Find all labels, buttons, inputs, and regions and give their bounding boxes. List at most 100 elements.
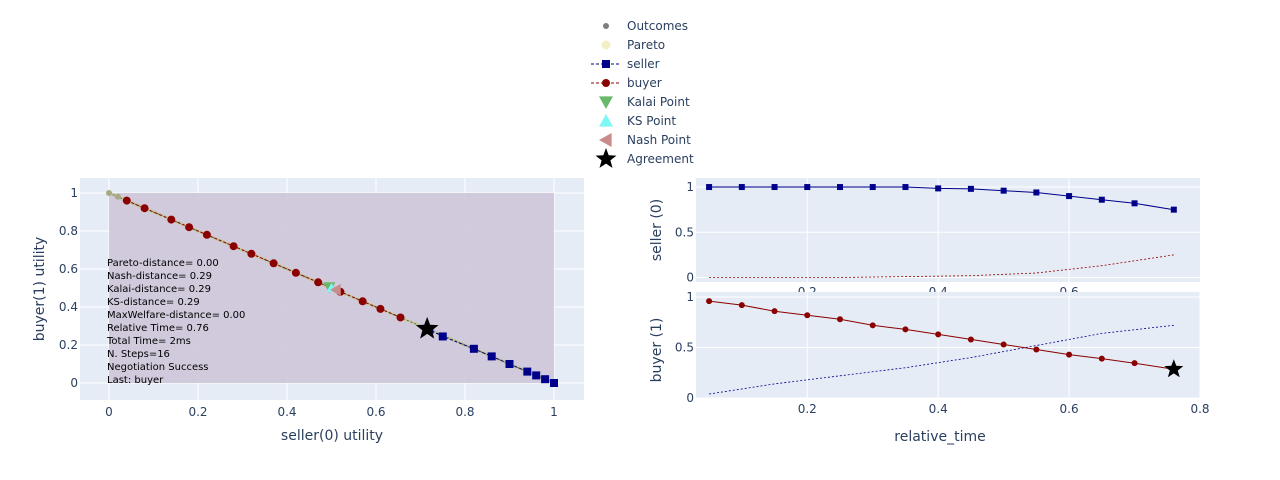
- stat-annotation: Total Time= 2ms: [106, 336, 191, 347]
- outcome-point: [114, 193, 121, 200]
- legend-buyer-label: buyer: [627, 76, 662, 90]
- y-tick-label: 1: [686, 180, 694, 194]
- buyer-offer-point: [202, 230, 211, 239]
- legend-agreement-marker: [595, 148, 617, 168]
- x-axis-title: seller(0) utility: [281, 428, 383, 444]
- buyer-offer-point: [1000, 341, 1007, 348]
- seller-offer-point: [1066, 193, 1073, 200]
- seller-offer-point: [935, 185, 942, 192]
- legend-seller-label: seller: [627, 57, 660, 71]
- buyer-offer-point: [376, 304, 385, 313]
- buyer-offer-point: [1066, 351, 1073, 358]
- seller-offer-point: [1170, 206, 1177, 213]
- legend-kalai-point-marker: [599, 96, 613, 109]
- x-tick-label: 0.2: [188, 405, 207, 419]
- seller-offer-point: [771, 184, 778, 191]
- legend-agreement-label: Agreement: [627, 152, 694, 166]
- buyer-offer-point: [122, 196, 131, 205]
- y-tick-label: 0.5: [675, 341, 694, 355]
- stat-annotation: Relative Time= 0.76: [107, 323, 209, 334]
- nash-point: [329, 283, 341, 296]
- legend-outcomes-marker: [603, 23, 609, 29]
- buyer-offer-point: [185, 223, 194, 232]
- buyer-offer-point: [140, 204, 149, 213]
- y-axis-title: seller (0): [649, 199, 665, 261]
- y-tick-label: 0.6: [59, 262, 78, 276]
- x-tick-label: 0.4: [929, 402, 948, 416]
- seller-offer-point: [438, 332, 447, 341]
- seller-offer-point: [804, 184, 811, 191]
- x-tick-label: 0.4: [277, 405, 296, 419]
- y-tick-label: 0.4: [59, 300, 78, 314]
- y-tick-label: 1: [70, 186, 78, 200]
- seller-offer-point: [469, 344, 478, 353]
- stat-annotation: Negotiation Success: [107, 362, 209, 373]
- seller-offer-point: [837, 184, 843, 191]
- utility-scatter-plot: 0 0.2 0.4 0.6 0.8 1 0 0.2 0.4 0.6 0.8 1 Pareto-dista…: [32, 178, 584, 444]
- stat-annotation: Nash-distance= 0.29: [107, 271, 212, 282]
- legend-ks-point-marker: [599, 114, 613, 127]
- buyer-offer-point: [771, 308, 778, 315]
- legend-nash-point-marker: [599, 133, 612, 147]
- buyer-offer-point: [247, 249, 256, 258]
- x-tick-label: 0: [105, 405, 113, 419]
- legend-buyer: buyer: [591, 76, 662, 90]
- buyer-offer-point: [358, 297, 367, 306]
- legend-ks-point: KS Point: [599, 114, 676, 128]
- legend-kalai-point: Kalai Point: [599, 95, 690, 109]
- seller-utility-line: [709, 324, 1174, 395]
- legend-outcomes: Outcomes: [603, 19, 688, 33]
- buyer-offer-point: [837, 316, 843, 323]
- legend-seller-marker: [602, 60, 610, 68]
- buyer-utility-line: [709, 254, 1174, 278]
- seller-offer-point: [738, 184, 745, 191]
- x-tick-label: 0.8: [1190, 402, 1209, 416]
- buyer-offer-point: [1131, 360, 1138, 367]
- legend-kalai-point-label: Kalai Point: [627, 95, 690, 109]
- legend-nash-point-label: Nash Point: [627, 133, 691, 147]
- y-tick-label: 0: [686, 270, 694, 284]
- seller-offer-point: [523, 367, 532, 376]
- buyer-offer-point: [869, 322, 876, 329]
- buyer-offer-point: [291, 268, 300, 277]
- legend-nash-point: Nash Point: [599, 133, 691, 147]
- stat-annotation: Last: buyer: [107, 375, 164, 386]
- y-axis-title: buyer(1) utility: [32, 237, 48, 342]
- buyer-time-plot: 0.2 0.4 0.6 0.8 0 0.5 1 relative_time buyer (1): [649, 290, 1210, 445]
- buyer-offer-point: [314, 278, 323, 287]
- y-tick-label: 0.8: [59, 224, 78, 238]
- plot-background: [696, 292, 1200, 398]
- seller-offer-point: [706, 184, 713, 191]
- y-tick-label: 0.2: [59, 338, 78, 352]
- y-axis-title: buyer (1): [649, 318, 665, 383]
- seller-offer-point: [505, 360, 514, 368]
- seller-offer-point: [869, 184, 876, 191]
- seller-offer-point: [550, 379, 558, 387]
- y-tick-label: 0.5: [675, 225, 694, 239]
- plot-background: [696, 178, 1200, 282]
- seller-offer-point: [1098, 196, 1105, 203]
- seller-offer-point: [1000, 187, 1007, 194]
- legend-pareto: Pareto: [601, 38, 665, 52]
- buyer-offer-point: [396, 313, 405, 322]
- legend: Outcomes Pareto seller buyer Kalai Point KS P…: [591, 19, 694, 168]
- buyer-offer-point: [804, 312, 811, 319]
- x-tick-label: 0.6: [366, 405, 385, 419]
- legend-seller: seller: [591, 57, 660, 71]
- legend-ks-point-label: KS Point: [627, 114, 676, 128]
- legend-buyer-marker: [602, 79, 610, 87]
- legend-pareto-label: Pareto: [627, 38, 665, 52]
- outcome-point: [106, 190, 112, 196]
- buyer-offer-point: [738, 302, 745, 309]
- buyer-offer-point: [967, 336, 974, 343]
- seller-offer-point: [487, 352, 496, 361]
- buyer-offer-point: [269, 259, 278, 268]
- y-tick-label: 1: [686, 290, 694, 304]
- y-tick-label: 0: [70, 376, 78, 390]
- legend-pareto-marker: [601, 40, 611, 50]
- buyer-offer-point: [935, 331, 942, 338]
- y-tick-label: 0: [686, 391, 694, 405]
- legend-outcomes-label: Outcomes: [627, 19, 688, 33]
